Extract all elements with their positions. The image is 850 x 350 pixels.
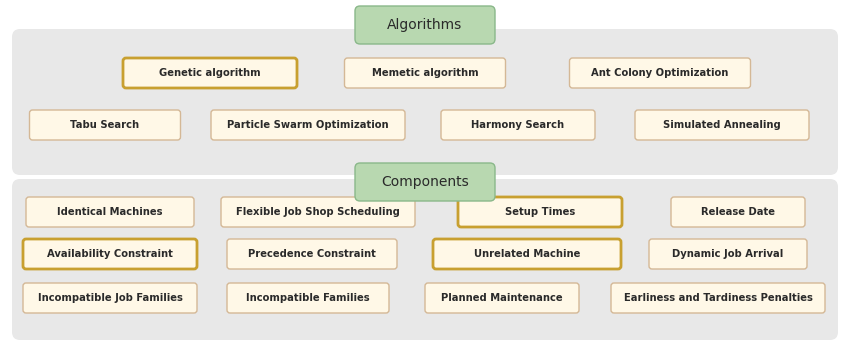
FancyBboxPatch shape (458, 197, 622, 227)
FancyBboxPatch shape (671, 197, 805, 227)
FancyBboxPatch shape (649, 239, 807, 269)
Text: Availability Constraint: Availability Constraint (47, 249, 173, 259)
Text: Incompatible Families: Incompatible Families (246, 293, 370, 303)
FancyBboxPatch shape (12, 29, 838, 175)
FancyBboxPatch shape (23, 283, 197, 313)
FancyBboxPatch shape (355, 6, 495, 44)
Text: Algorithms: Algorithms (388, 18, 462, 32)
FancyBboxPatch shape (211, 110, 405, 140)
FancyBboxPatch shape (12, 179, 838, 340)
FancyBboxPatch shape (23, 239, 197, 269)
Text: Simulated Annealing: Simulated Annealing (663, 120, 781, 130)
FancyBboxPatch shape (344, 58, 506, 88)
Text: Earliness and Tardiness Penalties: Earliness and Tardiness Penalties (624, 293, 813, 303)
FancyBboxPatch shape (355, 163, 495, 201)
Text: Planned Maintenance: Planned Maintenance (441, 293, 563, 303)
Text: Setup Times: Setup Times (505, 207, 575, 217)
Text: Release Date: Release Date (701, 207, 775, 217)
FancyBboxPatch shape (635, 110, 809, 140)
FancyBboxPatch shape (123, 58, 297, 88)
Text: Ant Colony Optimization: Ant Colony Optimization (592, 68, 728, 78)
FancyBboxPatch shape (441, 110, 595, 140)
FancyBboxPatch shape (570, 58, 751, 88)
Text: Harmony Search: Harmony Search (472, 120, 564, 130)
Text: Tabu Search: Tabu Search (71, 120, 139, 130)
FancyBboxPatch shape (433, 239, 621, 269)
Text: Memetic algorithm: Memetic algorithm (371, 68, 479, 78)
Text: Dynamic Job Arrival: Dynamic Job Arrival (672, 249, 784, 259)
FancyBboxPatch shape (227, 283, 389, 313)
FancyBboxPatch shape (425, 283, 579, 313)
Text: Precedence Constraint: Precedence Constraint (248, 249, 376, 259)
FancyBboxPatch shape (26, 197, 194, 227)
Text: Genetic algorithm: Genetic algorithm (159, 68, 261, 78)
Text: Incompatible Job Families: Incompatible Job Families (37, 293, 183, 303)
FancyBboxPatch shape (30, 110, 180, 140)
FancyBboxPatch shape (227, 239, 397, 269)
FancyBboxPatch shape (221, 197, 415, 227)
Text: Flexible Job Shop Scheduling: Flexible Job Shop Scheduling (236, 207, 400, 217)
Text: Particle Swarm Optimization: Particle Swarm Optimization (227, 120, 388, 130)
Text: Identical Machines: Identical Machines (57, 207, 162, 217)
Text: Unrelated Machine: Unrelated Machine (473, 249, 581, 259)
Text: Components: Components (381, 175, 469, 189)
FancyBboxPatch shape (611, 283, 825, 313)
